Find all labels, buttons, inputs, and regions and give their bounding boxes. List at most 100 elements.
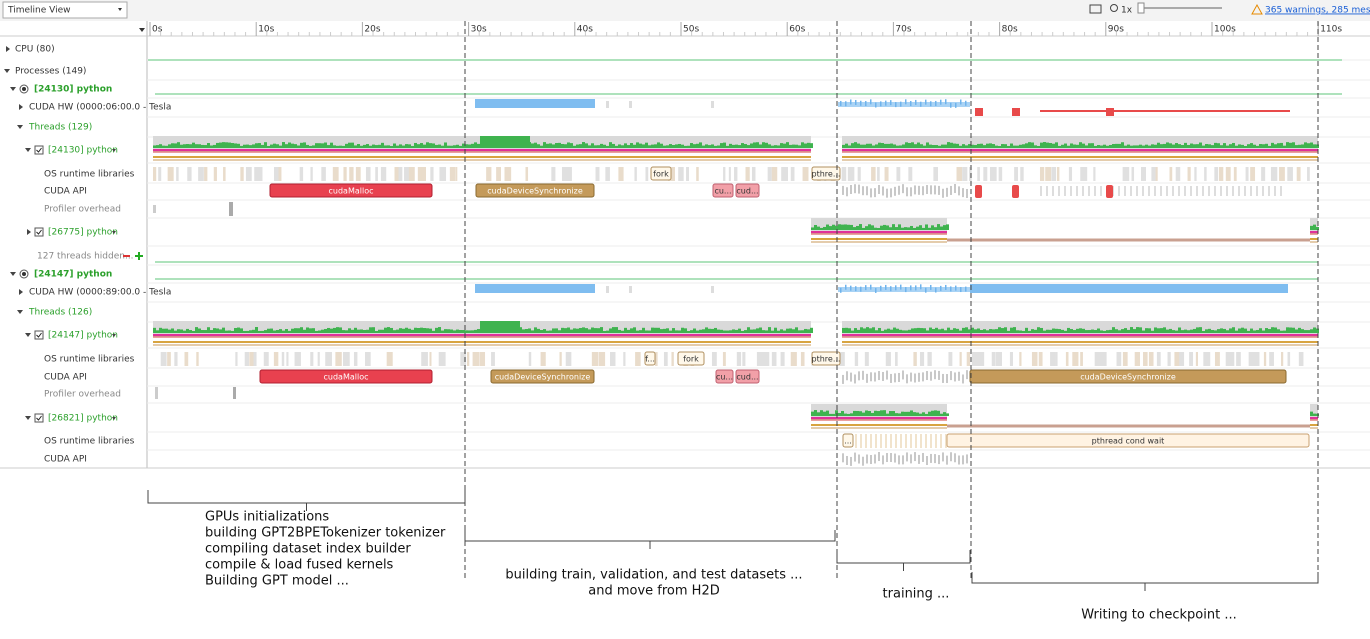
thread-menu[interactable] (112, 231, 116, 234)
cpu-usage (273, 143, 276, 148)
os-call (800, 352, 805, 366)
api-call (1012, 185, 1019, 198)
event[interactable] (712, 183, 734, 198)
cpu-usage (327, 327, 330, 333)
cpu-usage (375, 330, 378, 333)
event[interactable] (969, 369, 1287, 384)
cpu-usage (321, 143, 324, 148)
view-selector-label[interactable]: Timeline View (7, 6, 71, 16)
cpu-usage (1124, 145, 1127, 148)
ruler-label: 40s (577, 25, 593, 35)
expand-arrow[interactable] (19, 104, 23, 110)
view-selector[interactable] (2, 1, 128, 19)
activity (890, 100, 892, 106)
checkbox[interactable] (34, 145, 44, 155)
cpu-usage (174, 330, 177, 333)
cpu-usage (396, 145, 399, 148)
cpu-usage (853, 227, 856, 230)
checkbox[interactable] (34, 330, 44, 340)
cpu-usage (905, 142, 908, 148)
zoom-icon[interactable] (1110, 4, 1118, 12)
collapse-arrow[interactable] (10, 272, 16, 276)
event[interactable] (946, 433, 1310, 448)
expand-arrow[interactable] (6, 46, 10, 52)
collapse-arrow[interactable] (17, 310, 23, 314)
event[interactable] (269, 183, 433, 198)
cpu-usage (306, 327, 309, 333)
api-call (934, 454, 936, 464)
cpu-usage (441, 145, 444, 148)
cpu-usage (832, 413, 835, 416)
cpu-usage (1247, 330, 1250, 333)
show-plus[interactable] (135, 252, 143, 260)
collapse-arrow[interactable] (17, 125, 23, 129)
cpu-usage (844, 413, 847, 416)
os-call (1141, 167, 1147, 181)
collapse-arrow[interactable] (25, 416, 31, 420)
cpu-usage (1142, 330, 1145, 333)
cpu-usage (1145, 328, 1148, 333)
event[interactable] (475, 183, 595, 198)
os-call (1287, 352, 1291, 366)
expand-arrow[interactable] (19, 289, 23, 295)
cpu-usage (267, 328, 270, 333)
thread-menu[interactable] (112, 334, 116, 337)
thread-menu[interactable] (112, 417, 116, 420)
cpu-usage (1046, 329, 1049, 333)
cpu-usage (854, 142, 857, 148)
activity (855, 99, 857, 105)
cpu-usage (995, 329, 998, 333)
cpu-usage (741, 330, 744, 333)
cpu-usage (1067, 145, 1070, 148)
warnings-link[interactable]: 365 warnings, 285 messages (1265, 6, 1370, 16)
event-label: f... (645, 355, 655, 364)
cpu-usage (534, 327, 537, 333)
collapse-arrow[interactable] (10, 87, 16, 91)
os-call (635, 352, 641, 366)
event[interactable] (490, 369, 595, 384)
os-call (1248, 352, 1256, 366)
cpu-usage (1031, 329, 1034, 333)
collapse-arrow[interactable] (25, 333, 31, 337)
cpu-usage (1166, 142, 1169, 148)
os-call (160, 352, 167, 366)
event[interactable] (811, 166, 841, 181)
os-call (259, 167, 263, 181)
event[interactable] (650, 166, 672, 181)
cpu-usage (944, 144, 947, 148)
os-call (1039, 167, 1045, 181)
event[interactable] (644, 351, 656, 366)
event[interactable] (259, 369, 433, 384)
event[interactable] (735, 183, 760, 198)
os-call (439, 167, 447, 181)
cpu-usage (576, 328, 579, 333)
cpu-usage (546, 143, 549, 148)
keyboard-icon[interactable] (1089, 4, 1102, 14)
event[interactable] (715, 369, 734, 384)
event[interactable] (842, 433, 854, 448)
collapse-arrow[interactable] (4, 69, 10, 73)
event-label: cudaMalloc (324, 373, 369, 382)
cpu-usage (893, 144, 896, 148)
api-call (906, 452, 908, 462)
os-call (802, 167, 809, 181)
row-label: [24130] python (34, 85, 112, 95)
os-call (1195, 352, 1198, 366)
checkbox[interactable] (34, 227, 44, 237)
cpu-usage (814, 410, 817, 416)
event[interactable] (811, 351, 841, 366)
cpu-usage (573, 328, 576, 333)
expand-arrow[interactable] (27, 229, 31, 235)
cpu-usage (1298, 327, 1301, 333)
cpu-usage (564, 144, 567, 148)
cpu-usage (1301, 329, 1304, 333)
zoom-thumb[interactable] (1137, 2, 1145, 14)
event[interactable] (677, 351, 705, 366)
cpu-usage (1244, 145, 1247, 148)
cpu-usage (1151, 144, 1154, 148)
collapse-arrow[interactable] (25, 148, 31, 152)
checkbox[interactable] (34, 413, 44, 423)
event[interactable] (735, 369, 760, 384)
cpu-usage (654, 327, 657, 333)
thread-menu[interactable] (112, 149, 116, 152)
